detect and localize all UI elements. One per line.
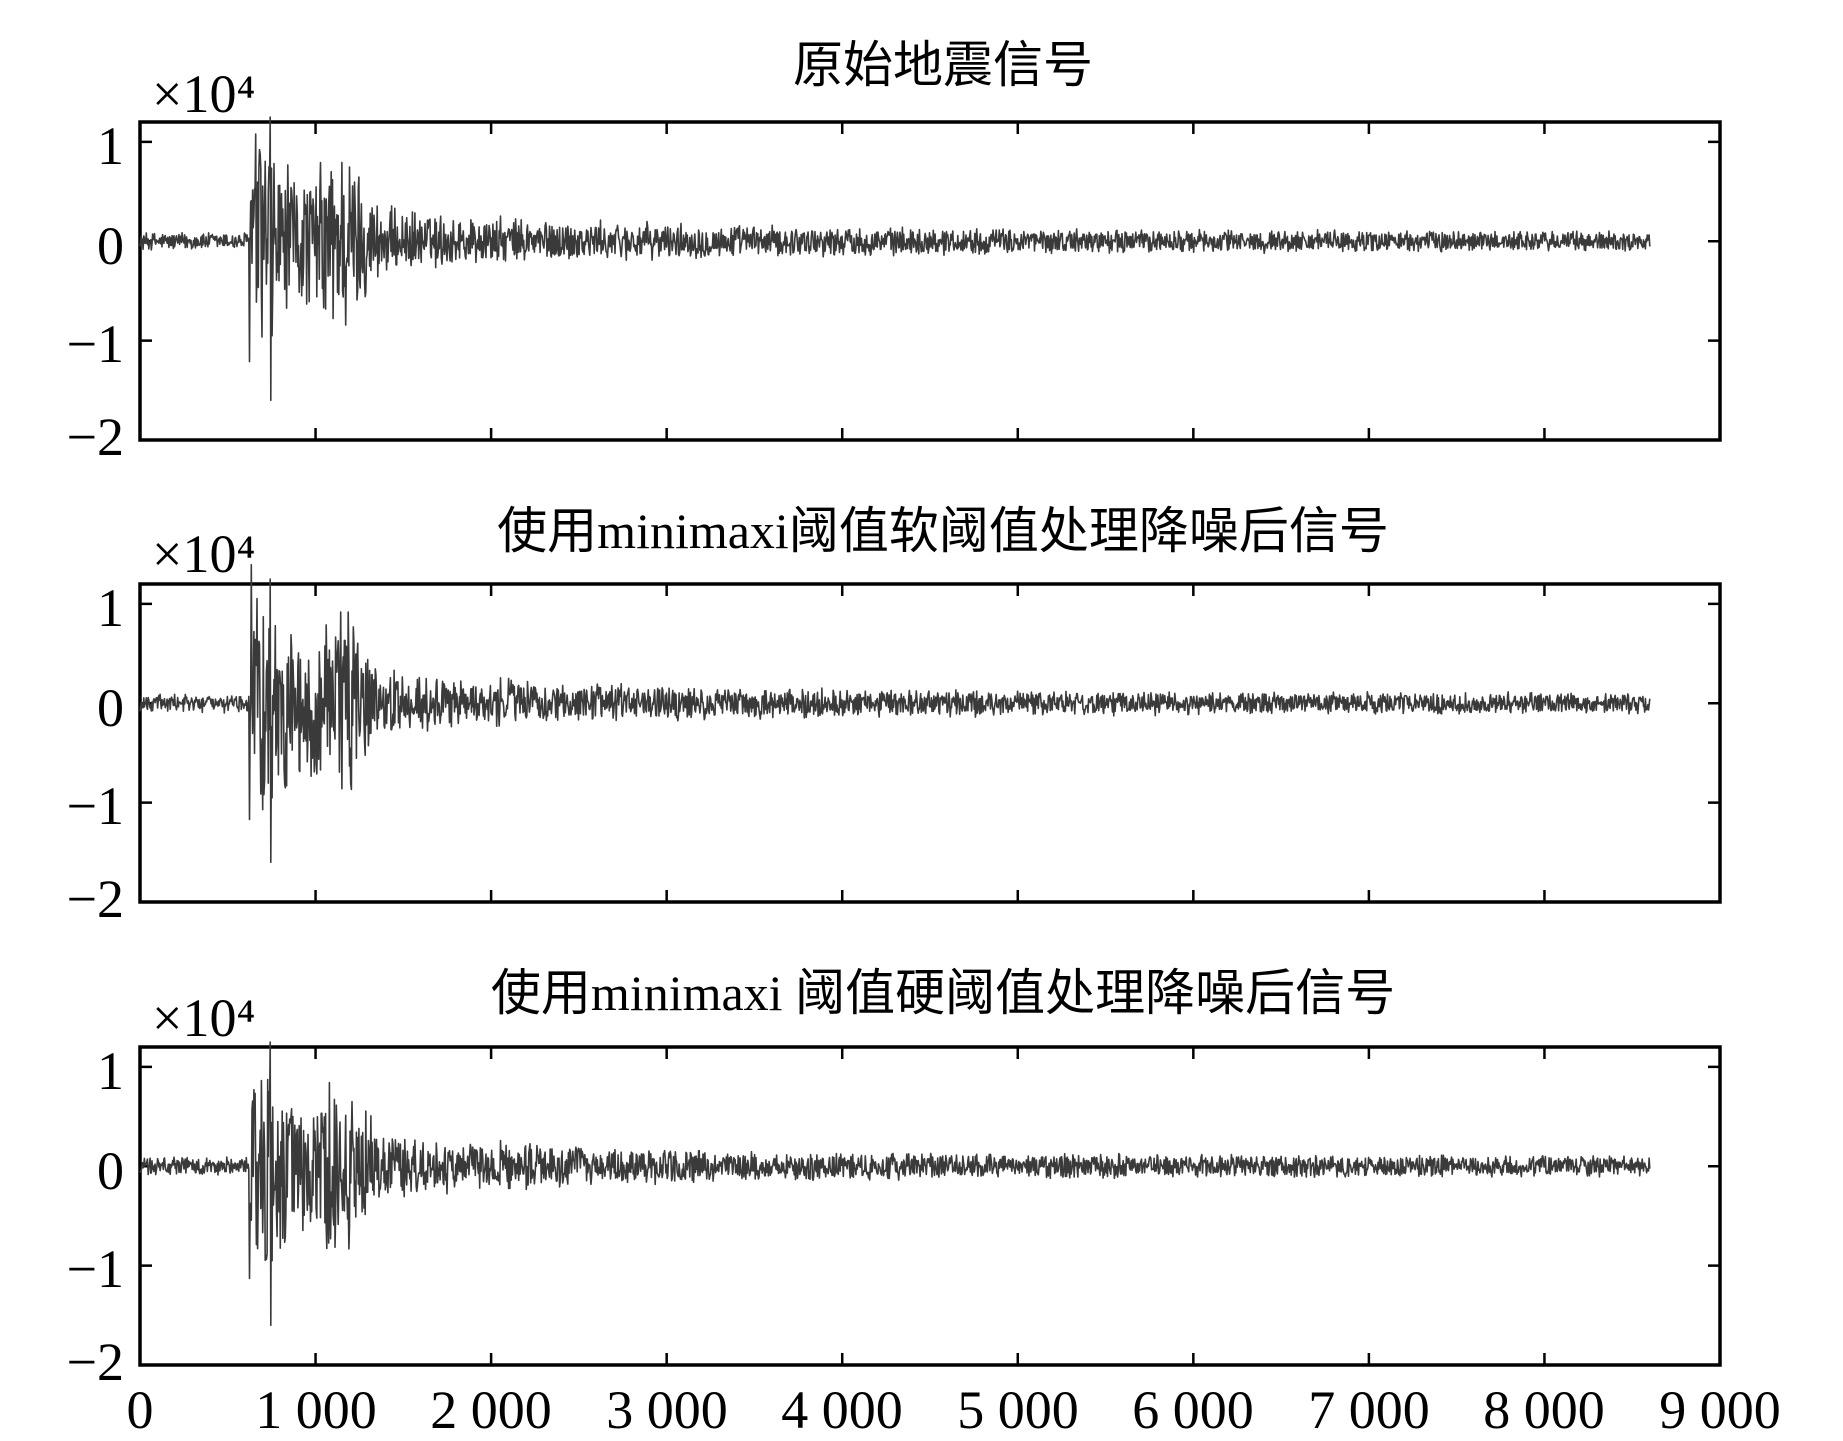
panel-1-x-ticks	[138, 122, 1722, 440]
panel-2-ytick-label-m2: −2	[67, 869, 124, 929]
xtick-label-5000: 5 000	[957, 1380, 1079, 1440]
panel-3-axes-frame	[138, 1045, 1722, 1367]
xtick-label-9000: 9 000	[1659, 1380, 1781, 1440]
panel-1-ytick-label-m1: −1	[67, 314, 124, 374]
xtick-label-3000: 3 000	[606, 1380, 728, 1440]
panel-3-x-ticks	[138, 1047, 1722, 1365]
panel-2-scale-label: ×10⁴	[152, 524, 255, 584]
panel-2-ytick-label-1: 1	[97, 578, 124, 638]
panel-1-title: 原始地震信号	[793, 37, 1093, 93]
panel-1-ytick-label-1: 1	[97, 116, 124, 176]
panel-1-ytick-label-0: 0	[97, 216, 124, 276]
panel-2-ytick-label-m1: −1	[67, 776, 124, 836]
xtick-label-4000: 4 000	[781, 1380, 903, 1440]
panel-2-axes-frame	[138, 582, 1722, 904]
xtick-label-6000: 6 000	[1132, 1380, 1254, 1440]
panel-3-ytick-label-m2: −2	[67, 1332, 124, 1392]
xtick-label-1000: 1 000	[255, 1380, 377, 1440]
panel-3-y-tick-labels: 1 0 −1 −2	[67, 1041, 124, 1392]
panel-1-y-tick-labels: 1 0 −1 −2	[67, 116, 124, 467]
panel-2-y-tick-labels: 1 0 −1 −2	[67, 578, 124, 929]
panel-2-x-ticks	[138, 584, 1722, 902]
panel-1-scale-label: ×10⁴	[152, 64, 255, 124]
panel-3-ytick-label-m1: −1	[67, 1239, 124, 1299]
panel-1-ytick-label-m2: −2	[67, 407, 124, 467]
panel-3-scale-label: ×10⁴	[152, 988, 255, 1048]
xtick-label-8000: 8 000	[1483, 1380, 1605, 1440]
panel-2: 使用minimaxi阈值软阈值处理降噪后信号 ×10⁴ 1 0 −1 −2	[67, 503, 1722, 929]
panel-2-title: 使用minimaxi阈值软阈值处理降噪后信号	[497, 503, 1389, 559]
panel-3-ytick-label-0: 0	[97, 1141, 124, 1201]
panel-1-signal-trace	[139, 116, 1651, 402]
panel-3: 使用minimaxi 阈值硬阈值处理降噪后信号 ×10⁴ 1 0 −1 −2 0…	[67, 965, 1781, 1440]
xtick-label-2000: 2 000	[430, 1380, 552, 1440]
panel-1: 原始地震信号 ×10⁴ 1 0 −1 −2	[67, 37, 1722, 467]
panel-2-ytick-label-0: 0	[97, 678, 124, 738]
x-axis-tick-labels: 0 1 000 2 000 3 000 4 000 5 000 6 000 7 …	[127, 1380, 1781, 1440]
panel-3-ytick-label-1: 1	[97, 1041, 124, 1101]
xtick-label-7000: 7 000	[1308, 1380, 1430, 1440]
xtick-label-0: 0	[127, 1380, 154, 1440]
panel-3-title: 使用minimaxi 阈值硬阈值处理降噪后信号	[491, 965, 1395, 1021]
panel-3-signal-trace	[139, 1041, 1651, 1327]
panel-1-axes-frame	[138, 120, 1722, 442]
panel-2-signal-trace	[139, 563, 1651, 864]
